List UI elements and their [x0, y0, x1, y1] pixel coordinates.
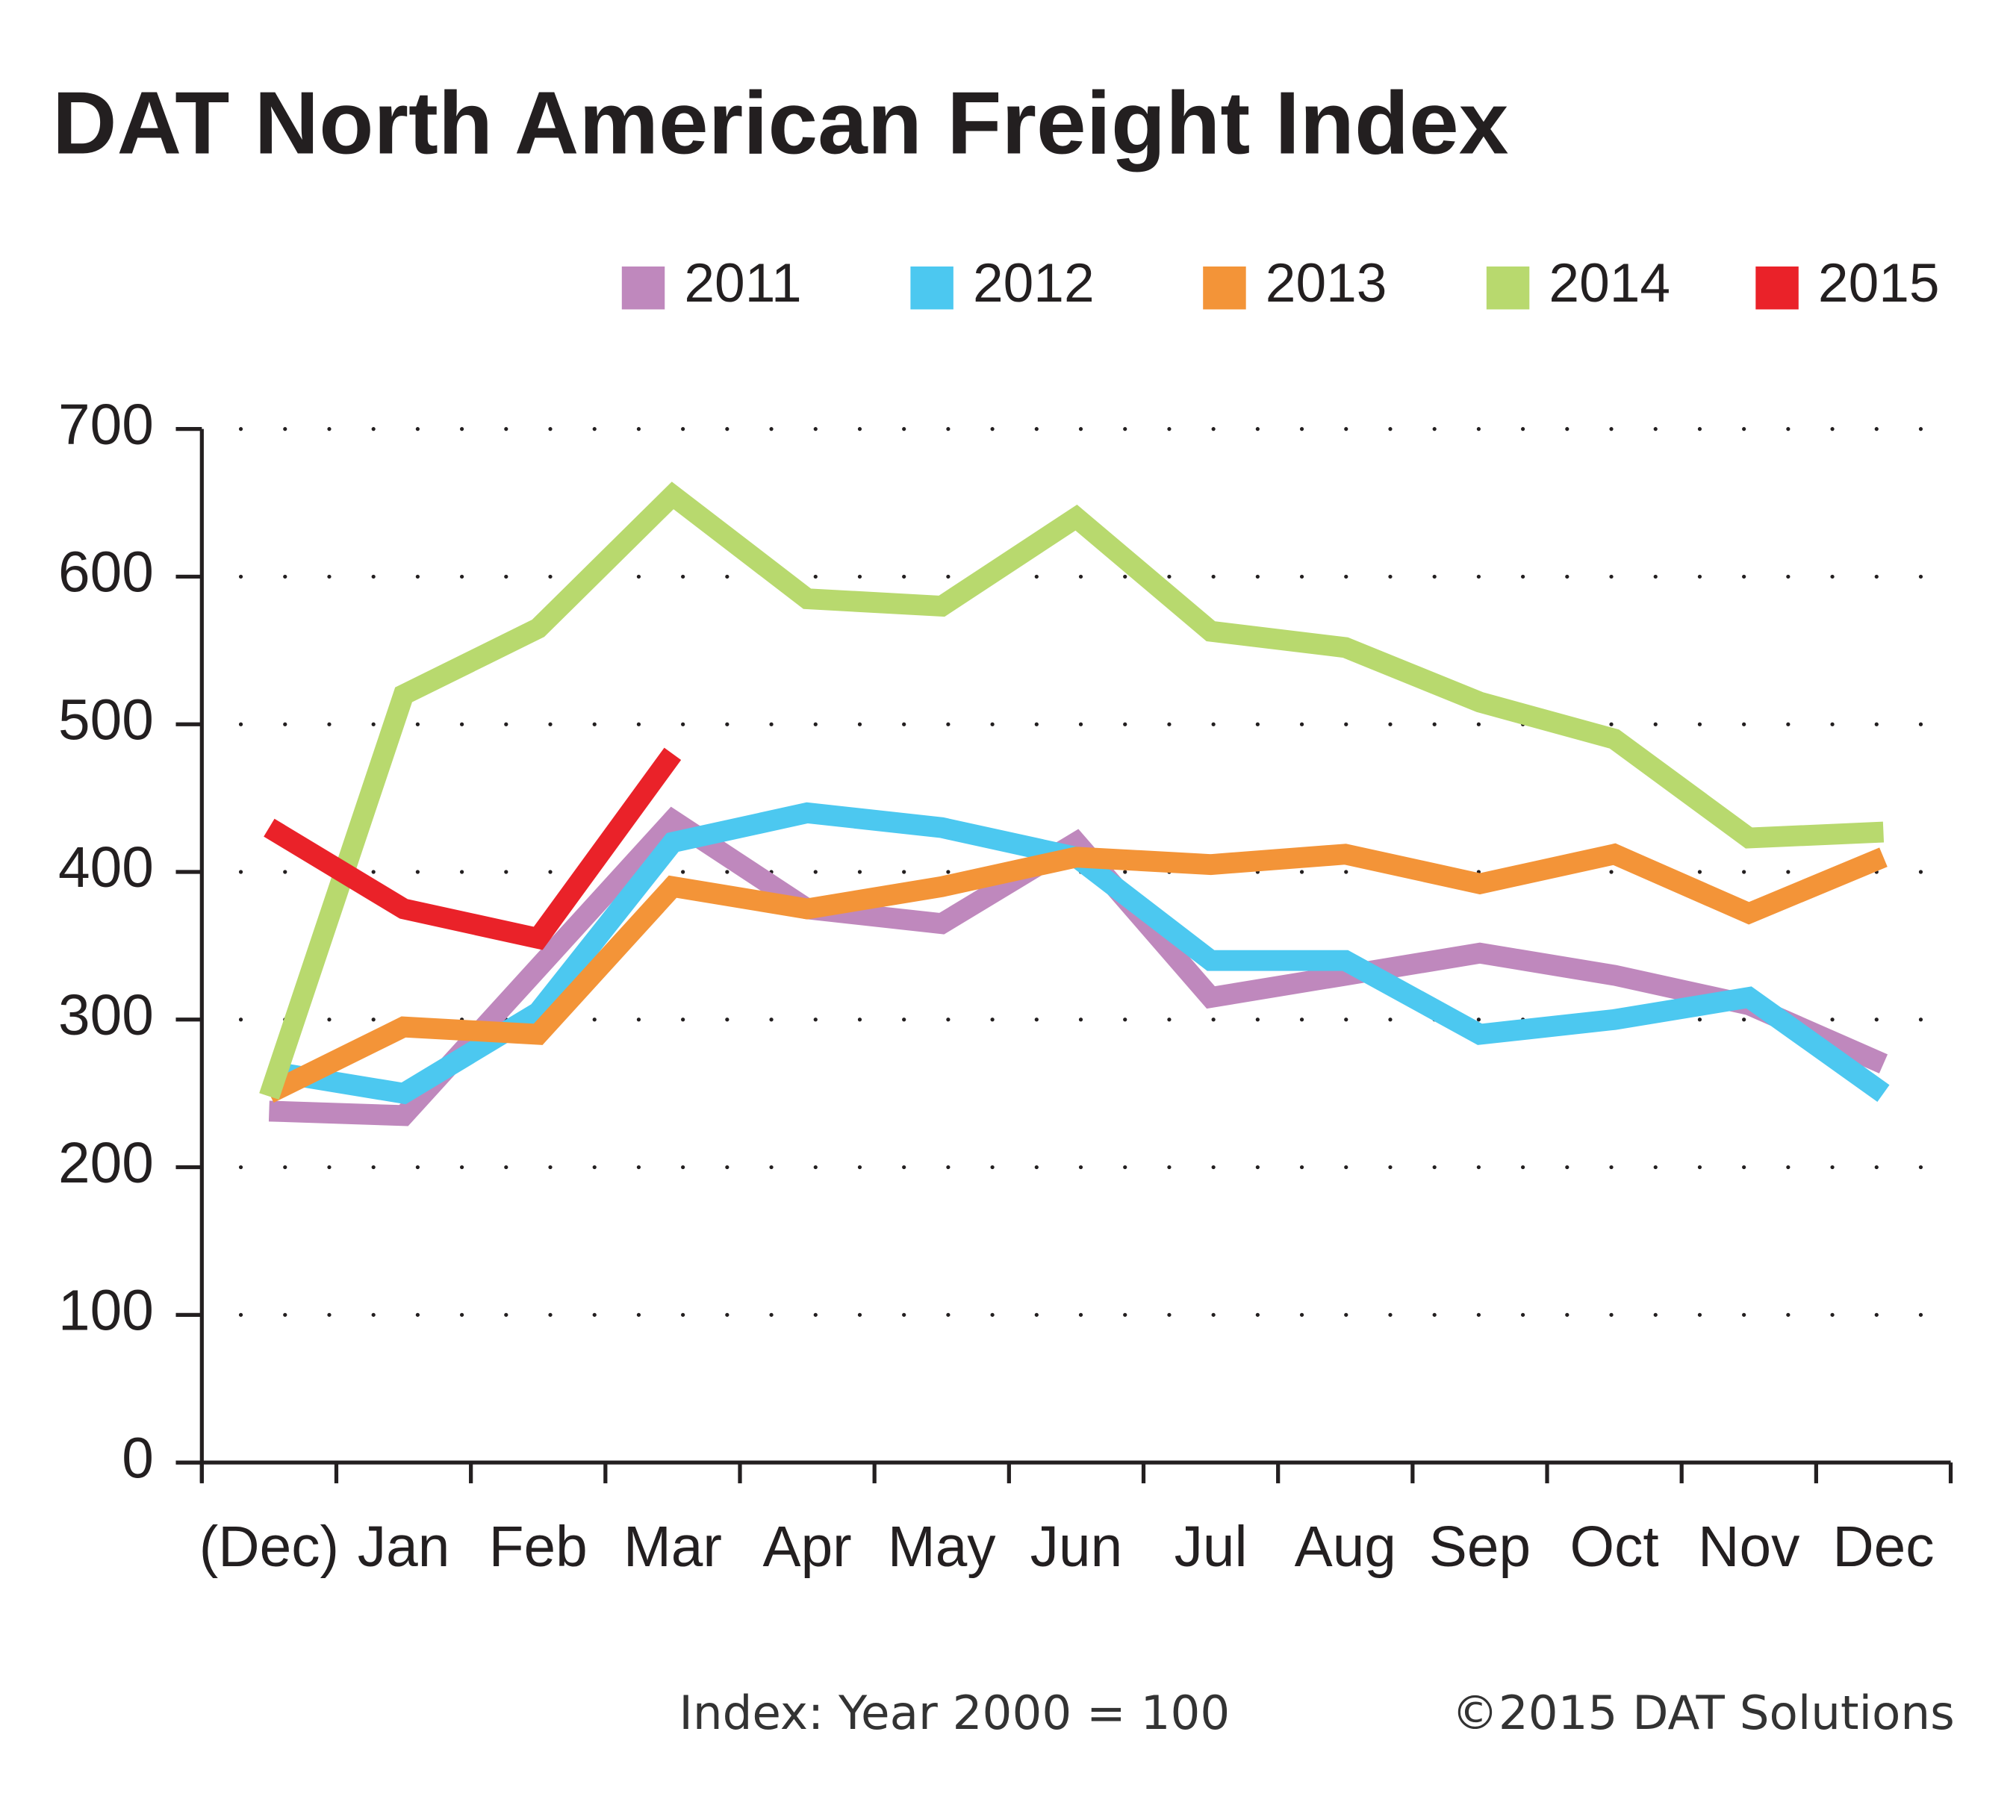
legend-label: 2015 — [1818, 253, 1940, 314]
y-tick-label: 300 — [58, 984, 154, 1047]
x-tick-label: Oct — [1570, 1515, 1659, 1579]
legend-label: 2013 — [1266, 253, 1387, 314]
line-series — [268, 806, 1888, 1126]
note: ©2015 DAT Solutions — [1452, 1686, 1955, 1740]
legend-swatch — [1755, 266, 1799, 310]
x-tick-label: (Dec) — [199, 1515, 339, 1579]
x-tick-label: Apr — [762, 1515, 851, 1579]
x-tick-label: Dec — [1832, 1515, 1934, 1579]
legend-label: 2012 — [973, 253, 1095, 314]
line-series — [259, 482, 1885, 1100]
y-tick-label: 0 — [122, 1427, 154, 1490]
legend-swatch — [1486, 266, 1530, 310]
x-tick-label: May — [888, 1515, 996, 1579]
chart-title: DAT North American Freight Index — [52, 74, 1508, 172]
line-series — [264, 843, 1888, 1103]
y-tick-label: 100 — [58, 1280, 154, 1343]
x-tick-label: Jan — [358, 1515, 450, 1579]
legend-swatch — [910, 266, 953, 310]
y-tick-label: 200 — [58, 1132, 154, 1195]
y-tick-label: 500 — [58, 688, 154, 752]
x-tick-label: Sep — [1429, 1515, 1531, 1579]
legend-label: 2011 — [684, 253, 801, 314]
legend-swatch — [1203, 266, 1246, 310]
x-tick-label: Jul — [1175, 1515, 1248, 1579]
x-tick-label: Aug — [1295, 1515, 1396, 1579]
x-tick-label: Mar — [623, 1515, 722, 1579]
x-tick-label: Nov — [1698, 1515, 1800, 1579]
x-tick-label: Feb — [489, 1515, 588, 1579]
legend-label: 2014 — [1549, 253, 1670, 314]
y-tick-label: 400 — [58, 836, 154, 900]
line-series — [264, 747, 682, 950]
x-tick-label: Jun — [1030, 1515, 1123, 1579]
legend-swatch — [621, 266, 665, 310]
y-tick-label: 600 — [58, 541, 154, 605]
note: Index: Year 2000 = 100 — [679, 1686, 1230, 1740]
y-tick-label: 700 — [58, 393, 154, 457]
